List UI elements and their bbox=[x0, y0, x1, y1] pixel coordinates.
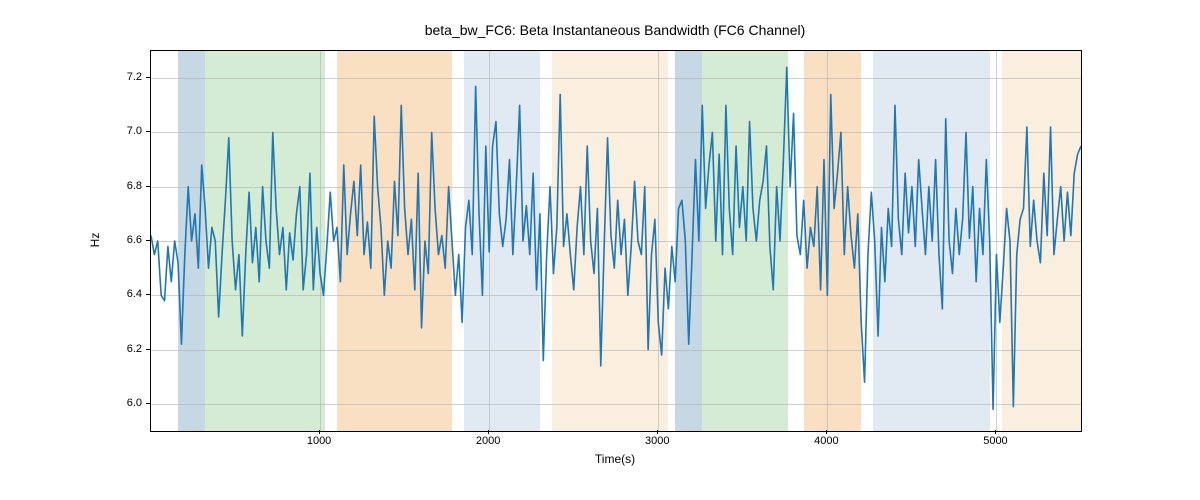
x-tick-label: 1000 bbox=[289, 435, 349, 447]
x-tick-mark bbox=[319, 430, 320, 434]
chart-title: beta_bw_FC6: Beta Instantaneous Bandwidt… bbox=[150, 22, 1080, 38]
y-axis-label: Hz bbox=[88, 233, 102, 248]
y-tick-label: 6.8 bbox=[102, 180, 142, 192]
x-tick-label: 4000 bbox=[796, 435, 856, 447]
chart-container: beta_bw_FC6: Beta Instantaneous Bandwidt… bbox=[0, 0, 1200, 500]
x-tick-label: 5000 bbox=[965, 435, 1025, 447]
x-tick-mark bbox=[826, 430, 827, 434]
y-tick-mark bbox=[146, 294, 150, 295]
x-axis-label: Time(s) bbox=[150, 452, 1080, 466]
x-tick-mark bbox=[995, 430, 996, 434]
x-tick-label: 2000 bbox=[458, 435, 518, 447]
y-tick-mark bbox=[146, 349, 150, 350]
x-tick-label: 3000 bbox=[627, 435, 687, 447]
y-tick-mark bbox=[146, 403, 150, 404]
y-tick-label: 6.4 bbox=[102, 288, 142, 300]
x-tick-mark bbox=[488, 430, 489, 434]
x-tick-mark bbox=[657, 430, 658, 434]
y-tick-label: 6.0 bbox=[102, 397, 142, 409]
y-tick-label: 7.0 bbox=[102, 125, 142, 137]
line-series bbox=[151, 51, 1081, 431]
y-tick-mark bbox=[146, 131, 150, 132]
y-tick-label: 6.6 bbox=[102, 234, 142, 246]
y-tick-label: 6.2 bbox=[102, 343, 142, 355]
y-tick-label: 7.2 bbox=[102, 71, 142, 83]
data-line bbox=[151, 67, 1081, 409]
y-tick-mark bbox=[146, 186, 150, 187]
y-tick-mark bbox=[146, 240, 150, 241]
plot-area bbox=[150, 50, 1082, 432]
y-tick-mark bbox=[146, 77, 150, 78]
